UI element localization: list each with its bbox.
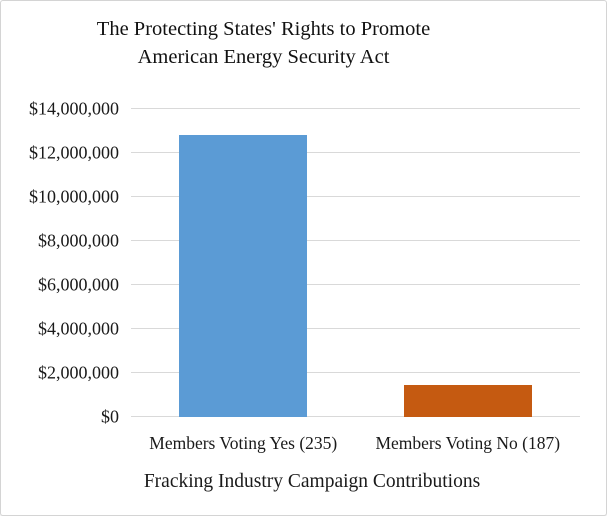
y-tick-label: $2,000,000	[38, 362, 119, 383]
gridline	[131, 372, 580, 373]
y-tick-label: $6,000,000	[38, 274, 119, 295]
gridline	[131, 108, 580, 109]
y-tick-label: $4,000,000	[38, 318, 119, 339]
gridline	[131, 416, 580, 417]
gridline	[131, 328, 580, 329]
y-tick-label: $8,000,000	[38, 230, 119, 251]
y-tick-label: $14,000,000	[29, 98, 119, 119]
gridline	[131, 240, 580, 241]
chart-title: The Protecting States' Rights to Promote…	[1, 16, 526, 72]
y-axis: $0 $2,000,000 $4,000,000 $6,000,000 $8,000,0…	[1, 99, 119, 427]
chart-title-line-1: The Protecting States' Rights to Promote	[96, 18, 431, 40]
gridline	[131, 284, 580, 285]
plot-area	[131, 108, 580, 417]
category-label-no: Members Voting No (187)	[375, 433, 561, 453]
category-label-yes: Members Voting Yes (235)	[149, 433, 338, 453]
y-tick-label: $12,000,000	[29, 142, 119, 163]
bar-members-voting-no	[403, 385, 532, 417]
y-tick-label: $0	[101, 406, 119, 427]
gridline	[131, 152, 580, 153]
x-axis-labels: Members Voting Yes (235) Members Voting N…	[131, 417, 580, 457]
gridline	[131, 196, 580, 197]
y-tick-label: $10,000,000	[29, 186, 119, 207]
x-axis-title: Fracking Industry Campaign Contributions	[143, 471, 481, 492]
chart-title-line-2: American Energy Security Act	[137, 45, 390, 68]
bar-members-voting-yes	[179, 135, 308, 417]
